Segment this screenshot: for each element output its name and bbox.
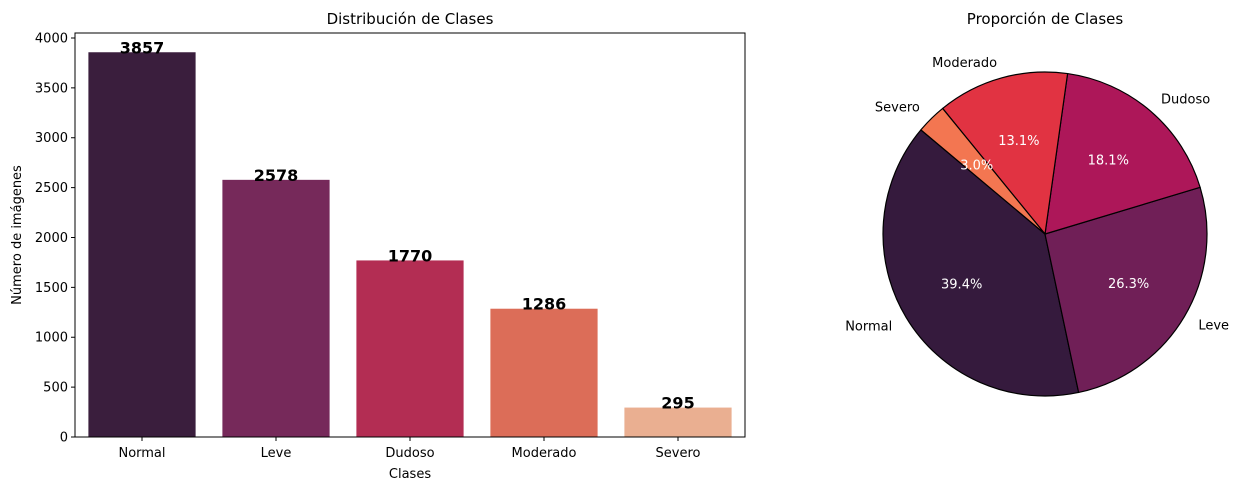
pie-slice [882,129,1080,397]
bar [490,308,598,437]
bar-y-axis: 0 500 1000 1500 2000 2500 3000 3500 4000 [35,31,75,446]
pie-chart: Proporción de Clases Normal Leve Dudoso Mod… [845,10,1229,397]
bar [356,260,464,437]
pie-percent-label: 18.1% [1088,154,1129,169]
bar-plot-frame [74,32,746,438]
pie-percent-label: 39.4% [941,278,982,293]
pie-slices [882,71,1208,397]
pie-slice [1044,72,1201,235]
pie-chart-title: Proporción de Clases [967,10,1124,28]
x-tick-label: Severo [656,446,701,461]
y-tick-label: 3500 [35,81,68,96]
bar-value-label: 2578 [254,166,299,185]
pie-slice [920,107,1046,235]
pie-slice [942,71,1069,235]
pie-category-label: Leve [1198,318,1229,333]
y-tick-label: 1000 [35,331,68,346]
bar-x-axis: Normal Leve Dudoso Moderado Severo [118,437,701,461]
y-tick-label: 2500 [35,181,68,196]
pie-slice [1044,186,1208,394]
x-tick-label: Normal [118,446,165,461]
pie-category-label: Normal [845,319,892,334]
y-tick-label: 1500 [35,281,68,296]
pie-percent-labels: 39.4% 26.3% 18.1% 13.1% 3.0% [941,134,1149,293]
pie-percent-label: 13.1% [998,134,1039,149]
bar-x-axis-label: Clases [389,467,431,482]
bar [624,407,732,437]
x-tick-label: Dudoso [385,446,434,461]
pie-category-labels: Normal Leve Dudoso Moderado Severo [845,56,1229,334]
bar [222,179,330,437]
bar-value-label: 1286 [522,295,567,314]
bar-value-label: 295 [661,394,694,413]
pie-percent-label: 26.3% [1108,277,1149,292]
y-tick-label: 3000 [35,131,68,146]
y-tick-label: 2000 [35,231,68,246]
pie-percent-label: 3.0% [960,158,993,173]
x-tick-label: Leve [261,446,292,461]
y-tick-label: 4000 [35,31,68,46]
bar-series [88,52,732,437]
bar-value-label: 3857 [120,38,165,57]
bar-value-labels: 3857 2578 1770 1286 295 [120,38,695,412]
pie-category-label: Dudoso [1161,92,1210,107]
bar-value-label: 1770 [388,246,433,265]
y-tick-label: 500 [43,381,68,396]
bar-y-axis-label: Número de imágenes [10,165,25,305]
pie-category-label: Moderado [932,56,997,71]
bar-chart-title: Distribución de Clases [327,10,494,28]
bar [88,52,196,437]
x-tick-label: Moderado [512,446,577,461]
bar-chart: Distribución de Clases 0 500 1000 1500 2000 2… [10,10,746,482]
pie-category-label: Severo [875,101,920,116]
y-tick-label: 0 [60,431,68,446]
